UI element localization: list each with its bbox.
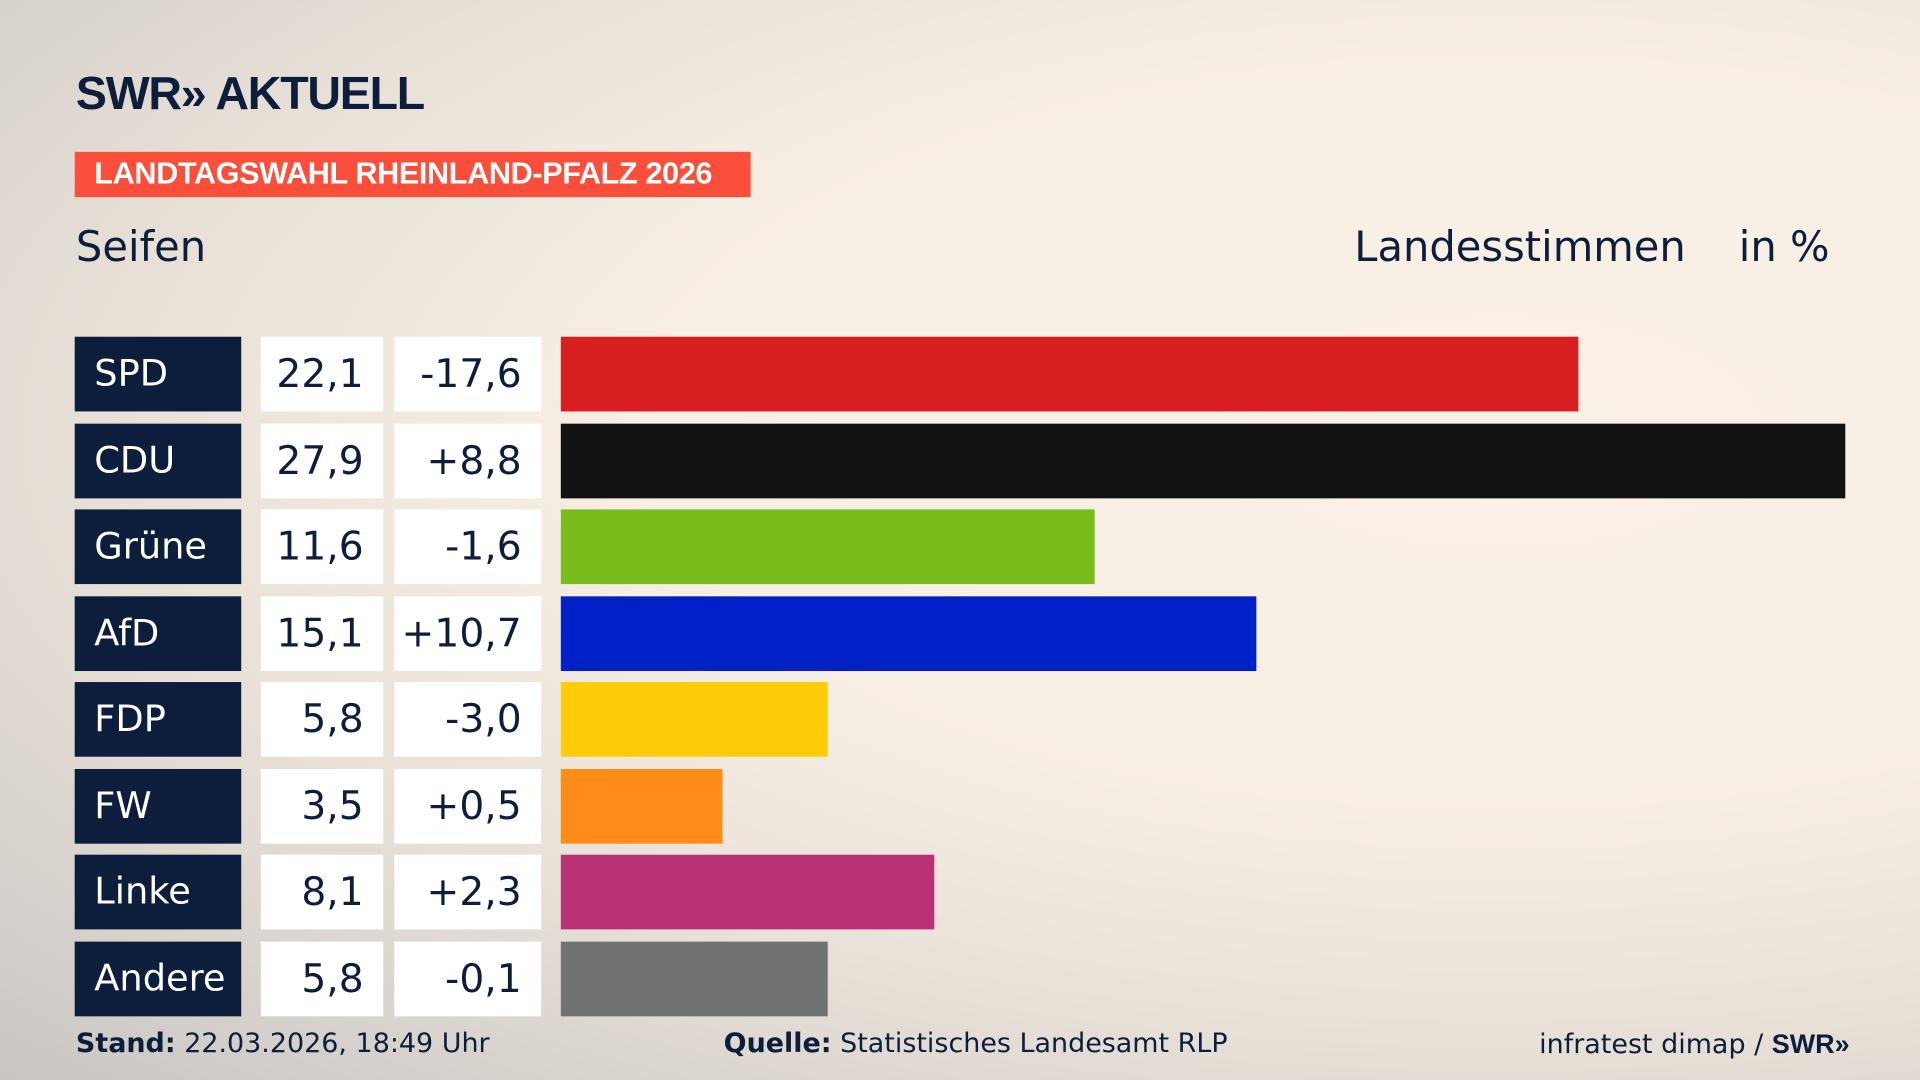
diff-label: -1,6 xyxy=(394,509,542,585)
value-label: 11,6 xyxy=(260,509,384,585)
bar-spd xyxy=(560,336,1579,412)
bar-grüne xyxy=(560,509,1095,585)
party-name: FW xyxy=(74,768,242,844)
chart-title: Landesstimmen xyxy=(1354,222,1686,272)
party-name: Andere xyxy=(74,941,242,1016)
value-label: 5,8 xyxy=(260,941,384,1016)
party-name: Linke xyxy=(74,854,242,930)
election-banner: LANDTAGSWAHL RHEINLAND-PFALZ 2026 xyxy=(74,151,751,198)
bar-cdu xyxy=(560,423,1846,498)
value-label: 27,9 xyxy=(260,423,384,498)
bar-afd xyxy=(560,595,1257,671)
unit-label: in % xyxy=(1738,222,1830,272)
diff-label: +2,3 xyxy=(394,854,542,930)
party-name: SPD xyxy=(74,336,242,412)
region-name: Seifen xyxy=(75,222,207,272)
value-label: 8,1 xyxy=(260,854,384,930)
party-name: Grüne xyxy=(74,509,242,585)
value-label: 15,1 xyxy=(260,595,384,671)
timestamp: Stand: 22.03.2026, 18:49 Uhr xyxy=(76,1029,490,1060)
swr-aktuell-logo: SWR» AKTUELL xyxy=(75,68,425,121)
diff-label: -3,0 xyxy=(394,682,542,757)
diff-label: +10,7 xyxy=(394,595,542,671)
bar-fdp xyxy=(560,682,828,757)
value-label: 3,5 xyxy=(260,768,384,844)
value-label: 22,1 xyxy=(260,336,384,412)
value-label: 5,8 xyxy=(260,682,384,757)
bar-linke xyxy=(560,854,934,930)
bar-andere xyxy=(560,941,828,1016)
party-name: FDP xyxy=(74,682,242,757)
diff-label: -0,1 xyxy=(394,941,542,1016)
swr-logo: SWR» xyxy=(1771,1028,1850,1060)
bar-fw xyxy=(560,768,722,844)
diff-label: +0,5 xyxy=(394,768,542,844)
credit: infratest dimap / SWR» xyxy=(1539,1029,1849,1061)
stand-label: Stand: xyxy=(75,1028,176,1060)
party-name: AfD xyxy=(74,595,242,671)
party-name: CDU xyxy=(74,423,242,498)
diff-label: +8,8 xyxy=(394,423,542,498)
source-value: Statistisches Landesamt RLP xyxy=(840,1028,1228,1060)
stand-value: 22.03.2026, 18:49 Uhr xyxy=(184,1028,490,1060)
diff-label: -17,6 xyxy=(394,336,542,412)
source: Quelle: Statistisches Landesamt RLP xyxy=(724,1029,1228,1060)
source-label: Quelle: xyxy=(723,1028,832,1060)
credit-text: infratest dimap / xyxy=(1539,1029,1772,1061)
